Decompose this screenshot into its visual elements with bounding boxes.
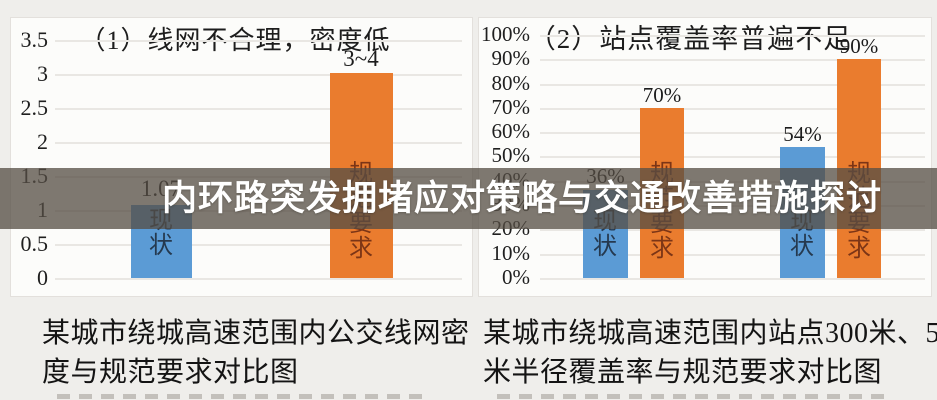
gridline (540, 229, 925, 231)
left-chart-caption: 某城市绕城高速范围内公交线网密 度与规范要求对比图 (42, 314, 492, 392)
bar-value-label: 54% (783, 122, 822, 146)
y-axis-tick: 50% (491, 143, 531, 167)
y-axis-tick: 10% (491, 241, 531, 265)
gridline (540, 156, 925, 158)
gridline (55, 244, 462, 246)
cropped-text-remnant (497, 394, 885, 399)
gridline (55, 108, 462, 110)
gridline (55, 40, 462, 42)
y-axis-tick: 2.5 (20, 95, 49, 120)
y-axis-tick: 80% (491, 71, 531, 95)
left-chart-panel (10, 17, 473, 297)
cropped-text-remnant (57, 394, 425, 399)
gridline (540, 132, 925, 134)
y-axis-tick: 100% (481, 22, 530, 46)
gridline (55, 74, 462, 76)
y-axis-tick: 3.5 (20, 27, 49, 52)
y-axis-tick: 0 (37, 265, 48, 290)
gridline (540, 254, 925, 256)
gridline (540, 84, 925, 86)
gridline (540, 35, 925, 37)
gridline (540, 278, 925, 280)
bar-value-label: 3~4 (343, 46, 379, 71)
gridline (55, 278, 462, 280)
bar-value-label: 70% (642, 83, 682, 107)
y-axis-tick: 0.5 (20, 231, 49, 256)
y-axis-tick: 90% (491, 46, 531, 70)
y-axis-tick: 2 (37, 129, 48, 154)
caption-line: 度与规范要求对比图 (42, 357, 299, 388)
bar-value-label: 90% (839, 34, 879, 58)
headline-text: 内环路突发拥堵应对策略与交通改善措施探讨 (162, 179, 883, 218)
gridline (540, 108, 925, 110)
y-axis-tick: 3 (37, 61, 48, 86)
caption-line: 某城市绕城高速范围内站点300米、500 (483, 318, 937, 349)
headline-banner: 内环路突发拥堵应对策略与交通改善措施探讨 (0, 168, 937, 229)
right-chart-caption: 某城市绕城高速范围内站点300米、500 米半径覆盖率与规范要求对比图 (483, 314, 937, 392)
gridline (55, 142, 462, 144)
y-axis-tick: 70% (491, 95, 531, 119)
caption-line: 某城市绕城高速范围内公交线网密 (42, 318, 470, 349)
y-axis-tick: 60% (491, 119, 531, 143)
right-chart-title: （2）站点覆盖率普遍不足 (528, 24, 852, 54)
caption-line: 米半径覆盖率与规范要求对比图 (483, 357, 883, 388)
y-axis-tick: 0% (502, 265, 530, 289)
gridline (540, 59, 925, 61)
